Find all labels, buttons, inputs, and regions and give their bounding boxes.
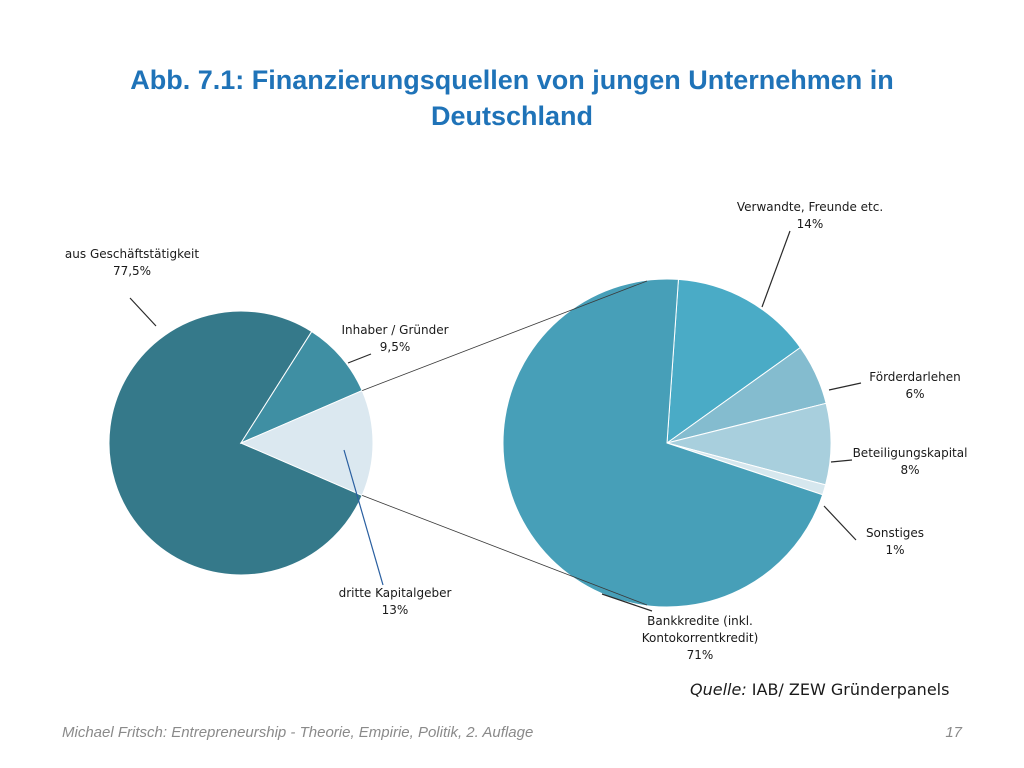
slide-title: Abb. 7.1: Finanzierungsquellen von junge… — [60, 62, 964, 134]
label-bankkredite-inkl-kontokorrentkredit: Bankkredite (inkl. Kontokorrentkredit) 71% — [642, 614, 759, 662]
label-beteiligungskapital-line-2: 8% — [900, 463, 919, 477]
label-dritte-kapitalgeber-line-1: dritte Kapitalgeber — [339, 586, 452, 600]
label-verwandte-freunde-etc-line-2: 14% — [797, 217, 824, 231]
label-verwandte-freunde-etc-line-1: Verwandte, Freunde etc. — [737, 200, 883, 214]
label-foerderdarlehen-line-1: Förderdarlehen — [869, 370, 960, 384]
slide-title-line-2: Deutschland — [430, 101, 594, 131]
detail-pie-slice-verwandte-freunde-etc — [666, 278, 802, 445]
footer-citation: Michael Fritsch: Entrepreneurship - Theo… — [62, 724, 534, 741]
main-pie-slice-aus-geschaeftstaetigkeit — [108, 310, 363, 576]
leader-inhaber-gruender — [347, 353, 372, 364]
label-aus-geschaeftstaetigkeit-line-2: 77,5% — [113, 264, 151, 278]
page-number: 17 — [945, 724, 962, 741]
leader-verwandte-freunde-etc — [761, 230, 791, 308]
connector-line-top — [362, 280, 648, 391]
label-sonstiges-line-1: Sonstiges — [866, 526, 924, 540]
label-inhaber-gruender: Inhaber / Gründer 9,5% — [341, 323, 448, 354]
connector-line-bottom — [362, 495, 648, 606]
label-inhaber-gruender-line-1: Inhaber / Gründer — [341, 323, 448, 337]
label-aus-geschaeftstaetigkeit: aus Geschäftstätigkeit 77,5% — [65, 247, 199, 278]
leader-sonstiges — [823, 505, 857, 541]
label-foerderdarlehen: Förderdarlehen 6% — [869, 370, 960, 401]
main-pie-slice-dritte-kapitalgeber — [239, 389, 374, 497]
label-sonstiges-line-2: 1% — [885, 543, 904, 557]
label-sonstiges: Sonstiges 1% — [866, 526, 924, 557]
source-note: Quelle: IAB/ ZEW Gründerpanels — [690, 680, 949, 699]
label-dritte-kapitalgeber: dritte Kapitalgeber 13% — [339, 586, 452, 617]
label-bankkredite-inkl-kontokorrentkredit-line-3: 71% — [687, 648, 714, 662]
leader-bankkredite-inkl-kontokorrentkredit — [601, 593, 653, 612]
label-beteiligungskapital-line-1: Beteiligungskapital — [853, 446, 968, 460]
leader-aus-geschaeftstaetigkeit — [129, 297, 157, 327]
leader-foerderdarlehen — [828, 382, 862, 391]
source-text: IAB/ ZEW Gründerpanels — [746, 680, 950, 699]
label-inhaber-gruender-line-2: 9,5% — [380, 340, 411, 354]
label-verwandte-freunde-etc: Verwandte, Freunde etc. 14% — [737, 200, 883, 231]
label-bankkredite-inkl-kontokorrentkredit-line-1: Bankkredite (inkl. — [647, 614, 753, 628]
leader-beteiligungskapital — [830, 459, 853, 463]
main-pie-slice-inhaber-gruender — [239, 330, 363, 445]
label-aus-geschaeftstaetigkeit-line-1: aus Geschäftstätigkeit — [65, 247, 199, 261]
label-beteiligungskapital: Beteiligungskapital 8% — [853, 446, 968, 477]
label-bankkredite-inkl-kontokorrentkredit-line-2: Kontokorrentkredit) — [642, 631, 759, 645]
slide-title-line-1: Abb. 7.1: Finanzierungsquellen von junge… — [130, 65, 894, 95]
label-dritte-kapitalgeber-line-2: 13% — [382, 603, 409, 617]
source-label: Quelle: — [690, 680, 747, 699]
detail-pie-slice-bankkredite-inkl-kontokorrentkredit — [502, 278, 824, 608]
leader-dritte-kapitalgeber — [343, 449, 384, 586]
label-foerderdarlehen-line-2: 6% — [905, 387, 924, 401]
